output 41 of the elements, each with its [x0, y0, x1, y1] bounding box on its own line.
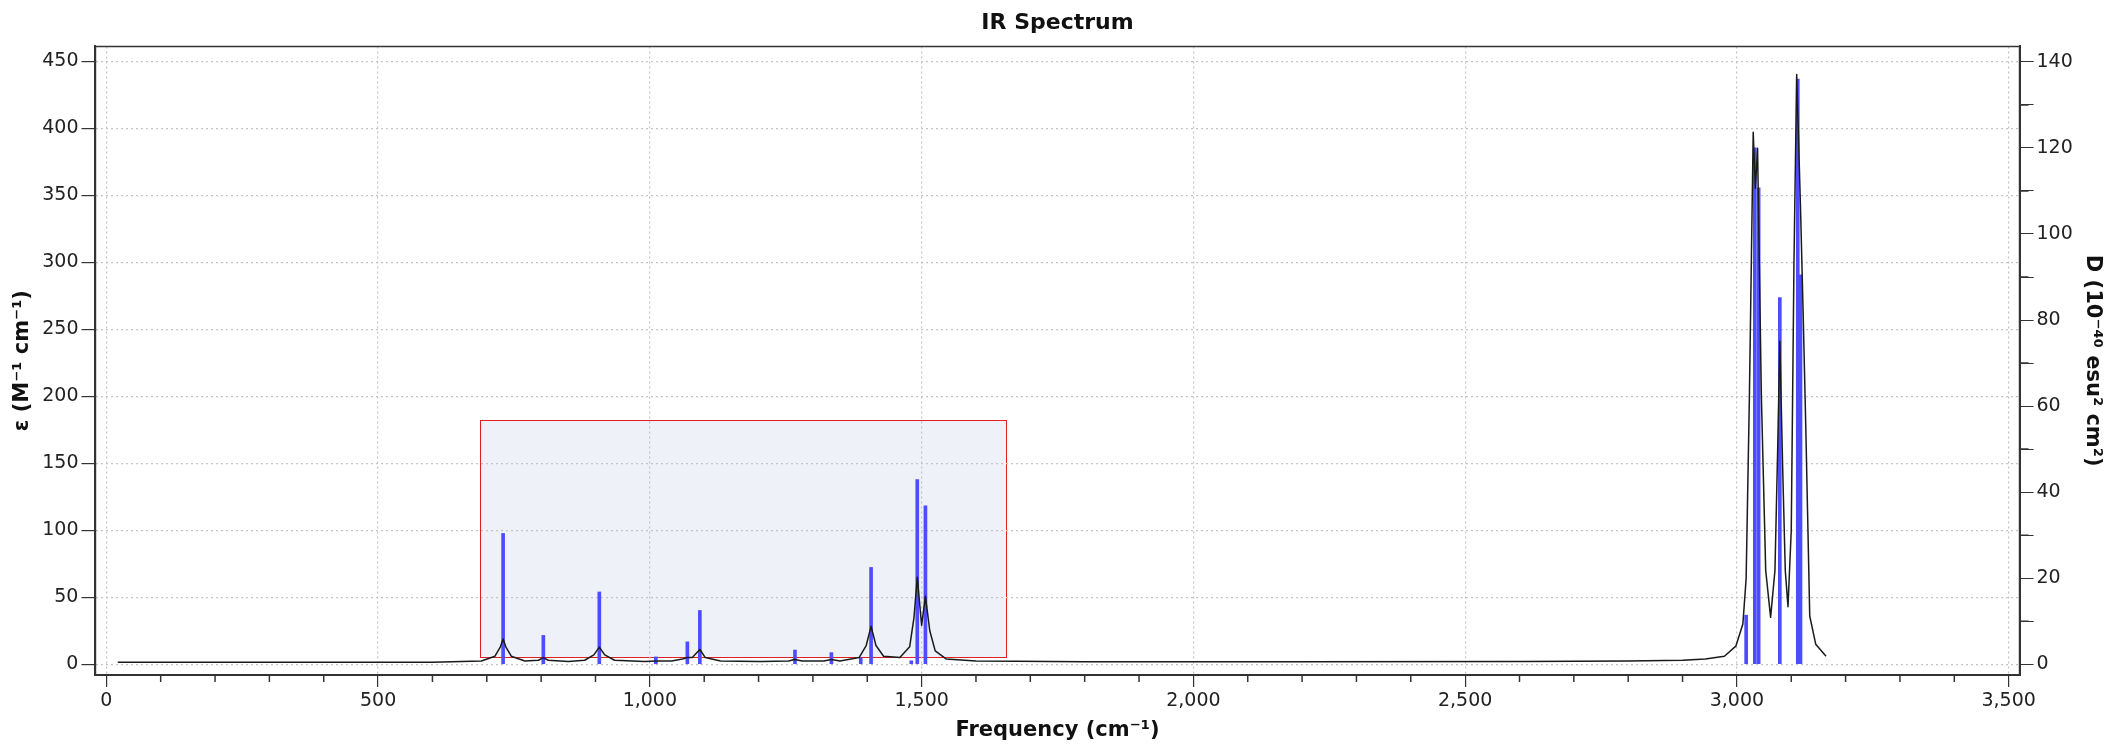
bar — [869, 567, 873, 665]
x-tick-label: 0 — [100, 688, 113, 711]
y-tick-label: 300 — [42, 249, 79, 272]
y2-tick-label: 0 — [2036, 651, 2049, 674]
chart-title: IR Spectrum — [981, 8, 1134, 34]
bar — [793, 649, 797, 665]
bar — [909, 660, 914, 665]
bar — [915, 479, 920, 665]
bar — [698, 610, 702, 665]
x-tick-label: 1,500 — [894, 688, 949, 711]
bar — [1753, 147, 1757, 665]
y2-tick-label: 140 — [2036, 48, 2073, 71]
y-tick-label: 150 — [42, 450, 79, 473]
x-tick-label: 500 — [359, 688, 397, 711]
y2-tick-label: 40 — [2036, 479, 2061, 502]
y-tick-label: 50 — [54, 584, 79, 607]
y-axis-title: ε (M⁻¹ cm⁻¹) — [9, 290, 34, 432]
bar — [858, 657, 863, 665]
y2-tick-label: 20 — [2036, 565, 2061, 588]
bar — [541, 635, 546, 665]
y-tick-label: 400 — [42, 115, 79, 138]
y2-axis-title: D (10⁻⁴⁰ esu² cm²) — [2081, 254, 2106, 467]
x-tick-label: 2,500 — [1437, 688, 1493, 711]
y-tick-label: 450 — [42, 48, 79, 71]
x-tick-label: 3,000 — [1709, 688, 1765, 711]
y-tick-label: 100 — [42, 517, 79, 540]
y-tick-label: 250 — [42, 316, 79, 339]
y-tick-label: 0 — [66, 651, 79, 674]
x-tick-label: 2,000 — [1166, 688, 1221, 711]
bar — [597, 591, 602, 665]
y2-tick-label: 80 — [2036, 306, 2061, 329]
x-tick-label: 1,000 — [622, 688, 678, 711]
bar — [1744, 614, 1748, 665]
y-tick-label: 350 — [42, 182, 79, 205]
y2-tick-label: 120 — [2036, 134, 2073, 157]
y2-tick-label: 100 — [2036, 220, 2073, 243]
x-axis-title: Frequency (cm⁻¹) — [955, 716, 1160, 741]
y2-tick-label: 60 — [2036, 393, 2061, 416]
x-tick-label: 3,500 — [1981, 688, 2036, 711]
bar — [501, 533, 505, 665]
y-tick-label: 200 — [42, 383, 79, 406]
